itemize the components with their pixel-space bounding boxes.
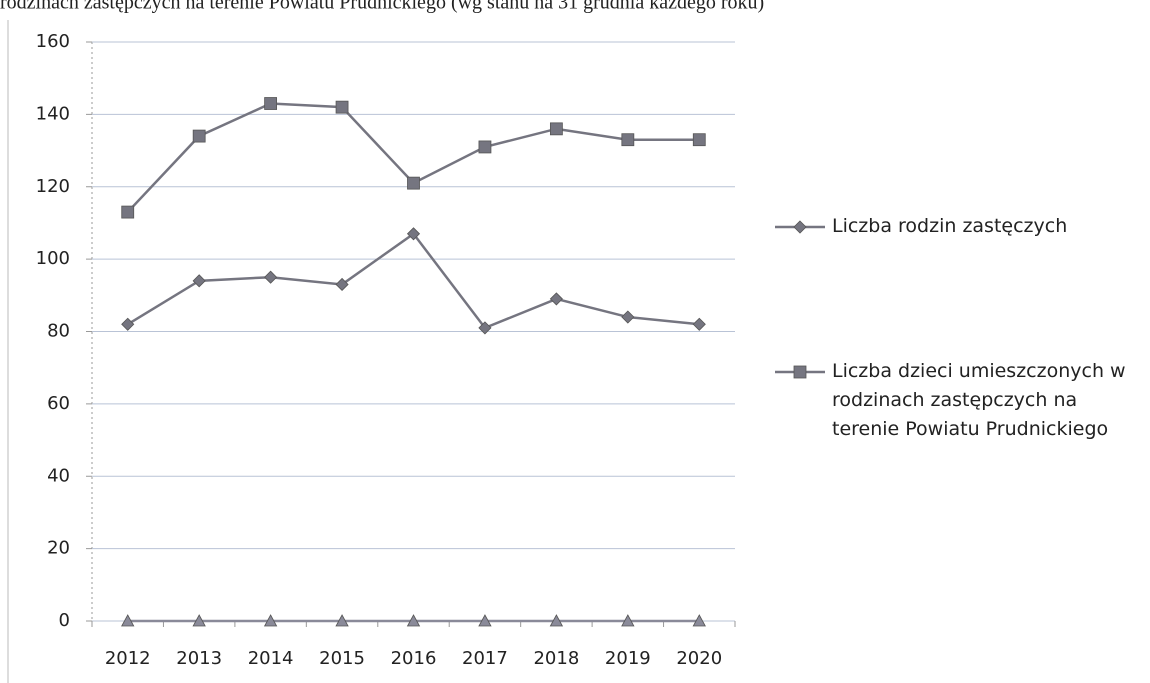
point xyxy=(121,614,135,627)
point xyxy=(478,321,492,335)
point xyxy=(549,122,563,136)
legend-label: Liczba dzieci umieszczonych w rodzinach … xyxy=(832,360,1126,440)
point xyxy=(335,277,349,292)
point xyxy=(264,97,278,110)
x-tick-label: 2013 xyxy=(176,648,222,669)
y-tick-label: 120 xyxy=(36,176,70,197)
x-tick-label: 2018 xyxy=(533,648,579,669)
chart-title: rodzinach zastępczych na terenie Powiatu… xyxy=(0,0,764,14)
point xyxy=(692,317,706,331)
series-line xyxy=(126,102,700,213)
point xyxy=(335,100,349,114)
y-tick-label: 60 xyxy=(47,393,70,414)
point xyxy=(192,274,206,288)
point xyxy=(263,614,278,627)
point xyxy=(478,614,492,627)
point xyxy=(549,614,564,627)
y-tick-label: 160 xyxy=(36,31,70,52)
point xyxy=(692,133,706,147)
x-tick-label: 2020 xyxy=(676,648,722,669)
x-tick-label: 2016 xyxy=(391,648,437,669)
point xyxy=(264,270,278,284)
point xyxy=(407,176,420,190)
point xyxy=(478,140,492,154)
point xyxy=(121,205,135,219)
y-tick-label: 20 xyxy=(47,538,70,559)
point xyxy=(406,614,421,627)
x-tick-label: 2019 xyxy=(605,648,651,669)
x-tick-label: 2012 xyxy=(105,648,151,669)
y-tick-label: 140 xyxy=(36,103,70,124)
x-tick-label: 2014 xyxy=(248,648,294,669)
y-tick-label: 40 xyxy=(47,465,70,486)
point xyxy=(192,614,206,627)
legend-marker xyxy=(793,365,807,379)
point xyxy=(121,317,135,331)
y-tick-label: 0 xyxy=(59,610,70,631)
x-tick-label: 2015 xyxy=(319,648,365,669)
y-tick-label: 80 xyxy=(47,321,70,342)
legend-marker xyxy=(793,220,807,234)
x-tick-label: 2017 xyxy=(462,648,508,669)
point xyxy=(621,133,635,147)
point xyxy=(621,614,635,627)
y-tick-label: 100 xyxy=(36,248,70,269)
point xyxy=(621,310,635,324)
legend-label: Liczba rodzin zastęczych xyxy=(832,215,1068,237)
point xyxy=(406,227,421,241)
series-line xyxy=(127,232,700,330)
point xyxy=(692,614,706,627)
point xyxy=(192,129,206,143)
point xyxy=(335,614,349,627)
point xyxy=(549,292,563,306)
